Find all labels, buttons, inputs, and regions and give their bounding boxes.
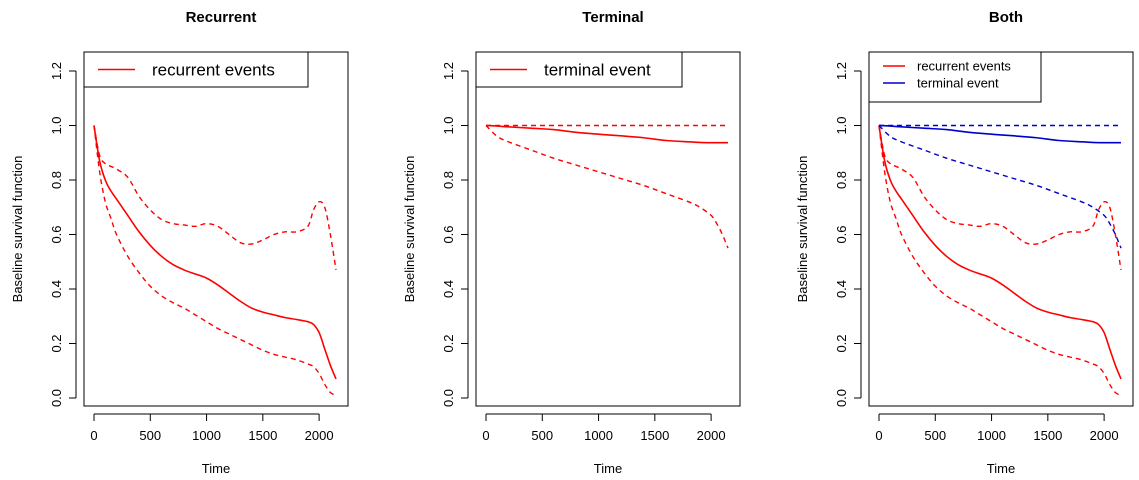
x-tick-label: 1500 — [640, 428, 669, 443]
y-tick-label: 0.6 — [834, 225, 849, 243]
y-tick-label: 0.6 — [49, 225, 64, 243]
x-tick-label: 0 — [482, 428, 489, 443]
y-tick-label: 0.6 — [441, 225, 456, 243]
x-tick-label: 1000 — [584, 428, 613, 443]
y-tick-label: 0.8 — [834, 171, 849, 189]
y-tick-label: 1.0 — [441, 116, 456, 134]
x-tick-label: 2000 — [305, 428, 334, 443]
series-group — [878, 124, 1122, 396]
plot-frame — [83, 51, 349, 407]
series-recurrent-events-lower-ci — [93, 125, 337, 396]
x-tick-label: 500 — [924, 428, 946, 443]
plot-frame — [868, 51, 1134, 407]
x-tick-label: 500 — [139, 428, 161, 443]
legend: recurrent events terminal event — [868, 51, 1042, 103]
y-axis-label: Baseline survival function — [10, 156, 25, 303]
chart-title: Terminal — [582, 9, 643, 26]
y-axis-label: Baseline survival function — [402, 156, 417, 303]
x-tick-label: 500 — [531, 428, 553, 443]
series-terminal-event-line — [878, 124, 1121, 144]
y-tick-label: 0.0 — [441, 389, 456, 407]
series-terminal-event-line — [485, 124, 728, 144]
chart-title: Both — [989, 9, 1023, 26]
y-tick-label: 1.0 — [834, 116, 849, 134]
y-tick-label: 1.2 — [834, 62, 849, 80]
y-tick-label: 0.2 — [49, 334, 64, 352]
y-axis-label: Baseline survival function — [795, 156, 810, 303]
legend-label: terminal event — [544, 61, 651, 80]
y-tick-label: 0.8 — [441, 171, 456, 189]
series-recurrent-events-upper-ci — [93, 125, 337, 271]
series-recurrent-events-upper-ci — [878, 125, 1122, 271]
legend: recurrent events — [83, 51, 309, 88]
y-tick-label: 1.2 — [441, 62, 456, 80]
legend-label: terminal event — [917, 76, 999, 91]
series-group — [485, 124, 729, 249]
legend-box — [868, 51, 1042, 103]
x-axis-label: Time — [202, 461, 230, 476]
series-recurrent-events-lower-ci — [878, 125, 1122, 396]
chart-panel-1: Recurrent 0 500 1000 1500 2000 Time 0.0 0.2 0.4 0.… — [10, 9, 349, 476]
y-tick-label: 0.0 — [834, 389, 849, 407]
x-tick-label: 2000 — [697, 428, 726, 443]
legend-label: recurrent events — [152, 61, 275, 80]
series-terminal-event-lower-ci — [878, 124, 1122, 249]
x-tick-label: 1500 — [1033, 428, 1062, 443]
x-tick-label: 1000 — [977, 428, 1006, 443]
legend-label: recurrent events — [917, 59, 1011, 74]
x-tick-label: 2000 — [1090, 428, 1119, 443]
y-tick-label: 0.2 — [834, 334, 849, 352]
y-tick-label: 1.0 — [49, 116, 64, 134]
y-tick-label: 0.4 — [441, 280, 456, 298]
x-tick-label: 1000 — [192, 428, 221, 443]
y-tick-label: 1.2 — [49, 62, 64, 80]
series-terminal-event-lower-ci — [485, 124, 729, 249]
y-tick-label: 0.4 — [49, 280, 64, 298]
y-tick-label: 0.4 — [834, 280, 849, 298]
x-axis-label: Time — [594, 461, 622, 476]
series-group — [93, 125, 337, 396]
series-recurrent-events-line — [878, 125, 1122, 380]
x-tick-label: 0 — [875, 428, 882, 443]
x-tick-label: 0 — [90, 428, 97, 443]
chart-panel-2: Terminal 0 500 1000 1500 2000 Time 0.0 0.2 0.4 0.6… — [402, 9, 741, 476]
chart-title: Recurrent — [186, 9, 257, 26]
y-tick-label: 0.0 — [49, 389, 64, 407]
x-tick-label: 1500 — [248, 428, 277, 443]
series-recurrent-events-line — [93, 125, 337, 380]
chart-panel-3: Both 0 500 1000 1500 2000 Time 0.0 0.2 0.4 0.6 0.8 1… — [795, 9, 1134, 476]
y-tick-label: 0.2 — [441, 334, 456, 352]
plot-frame — [475, 51, 741, 407]
legend: terminal event — [475, 51, 683, 88]
y-tick-label: 0.8 — [49, 171, 64, 189]
x-axis-label: Time — [987, 461, 1015, 476]
